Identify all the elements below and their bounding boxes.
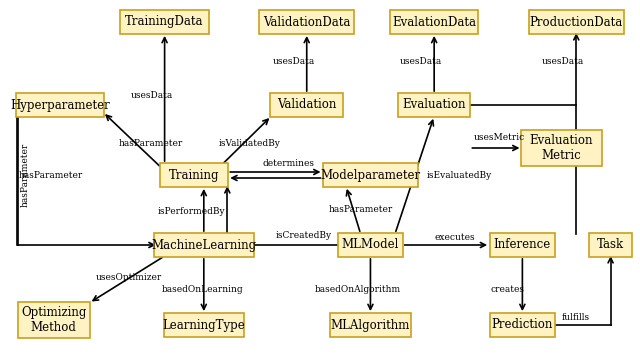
Text: Modelparameter: Modelparameter bbox=[321, 168, 420, 182]
FancyBboxPatch shape bbox=[529, 10, 624, 34]
FancyBboxPatch shape bbox=[323, 163, 418, 187]
Text: Inference: Inference bbox=[493, 238, 551, 252]
Text: basedOnAlgorithm: basedOnAlgorithm bbox=[315, 285, 401, 294]
Text: MLModel: MLModel bbox=[342, 238, 399, 252]
Text: usesData: usesData bbox=[542, 57, 584, 66]
Text: Evaluation: Evaluation bbox=[403, 98, 466, 112]
Text: Training: Training bbox=[169, 168, 220, 182]
Text: hasParameter: hasParameter bbox=[118, 139, 183, 148]
FancyBboxPatch shape bbox=[490, 233, 556, 257]
Text: usesData: usesData bbox=[131, 90, 173, 99]
Text: hasParameter: hasParameter bbox=[328, 205, 392, 214]
Text: EvalationData: EvalationData bbox=[392, 15, 476, 28]
Text: isValidatedBy: isValidatedBy bbox=[218, 139, 280, 148]
FancyBboxPatch shape bbox=[490, 313, 556, 337]
Text: Validation: Validation bbox=[277, 98, 337, 112]
FancyBboxPatch shape bbox=[390, 10, 478, 34]
Text: MachineLearning: MachineLearning bbox=[151, 238, 257, 252]
Text: usesMetric: usesMetric bbox=[474, 134, 525, 143]
Text: Hyperparameter: Hyperparameter bbox=[10, 98, 109, 112]
Text: basedOnLearning: basedOnLearning bbox=[162, 285, 243, 294]
FancyBboxPatch shape bbox=[259, 10, 355, 34]
FancyBboxPatch shape bbox=[398, 93, 470, 117]
Text: Optimizing
Method: Optimizing Method bbox=[21, 306, 86, 334]
Text: determines: determines bbox=[262, 159, 315, 168]
Text: usesData: usesData bbox=[273, 57, 315, 66]
Text: isPerformedBy: isPerformedBy bbox=[157, 208, 225, 216]
Text: Evaluation
Metric: Evaluation Metric bbox=[530, 134, 593, 162]
Text: isCreatedBy: isCreatedBy bbox=[275, 232, 332, 241]
Text: Prediction: Prediction bbox=[492, 318, 553, 331]
Text: ProductionData: ProductionData bbox=[530, 15, 623, 28]
Text: hasParameter: hasParameter bbox=[19, 171, 83, 180]
Text: isEvaluatedBy: isEvaluatedBy bbox=[426, 171, 492, 180]
FancyBboxPatch shape bbox=[330, 313, 411, 337]
FancyBboxPatch shape bbox=[17, 302, 90, 338]
Text: hasParameter: hasParameter bbox=[20, 143, 29, 207]
FancyBboxPatch shape bbox=[160, 163, 228, 187]
Text: usesData: usesData bbox=[400, 57, 442, 66]
FancyBboxPatch shape bbox=[15, 93, 104, 117]
Text: TrainingData: TrainingData bbox=[125, 15, 204, 28]
FancyBboxPatch shape bbox=[338, 233, 403, 257]
FancyBboxPatch shape bbox=[522, 130, 602, 166]
Text: usesOptimizer: usesOptimizer bbox=[96, 274, 163, 283]
Text: ValidationData: ValidationData bbox=[263, 15, 351, 28]
Text: fulfills: fulfills bbox=[561, 313, 589, 322]
Text: creates: creates bbox=[490, 285, 524, 294]
Text: MLAlgorithm: MLAlgorithm bbox=[331, 318, 410, 331]
FancyBboxPatch shape bbox=[154, 233, 254, 257]
Text: LearningType: LearningType bbox=[163, 318, 245, 331]
FancyBboxPatch shape bbox=[164, 313, 244, 337]
FancyBboxPatch shape bbox=[120, 10, 209, 34]
Text: Task: Task bbox=[597, 238, 624, 252]
FancyBboxPatch shape bbox=[589, 233, 632, 257]
FancyBboxPatch shape bbox=[271, 93, 343, 117]
Text: executes: executes bbox=[434, 233, 475, 242]
